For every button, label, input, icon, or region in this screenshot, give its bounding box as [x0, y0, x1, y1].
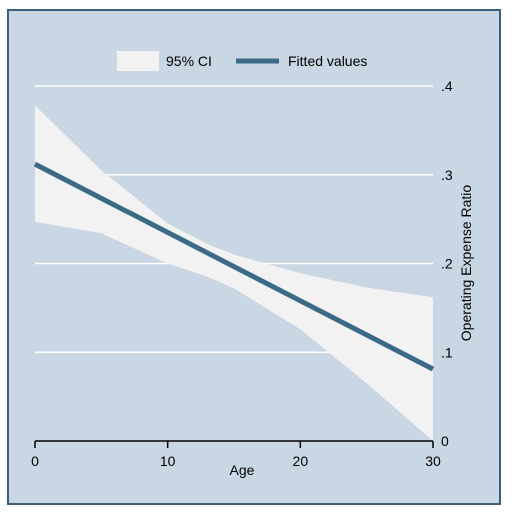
y-tick-label: .1	[441, 344, 453, 360]
x-axis-ticks: 0 10 20 30	[31, 441, 441, 469]
x-tick-label: 10	[160, 453, 176, 469]
x-tick-label: 20	[293, 453, 309, 469]
x-tick-label: 30	[425, 453, 441, 469]
y-tick-label: 0	[441, 433, 449, 449]
ci-band	[35, 105, 433, 441]
x-tick-label: 0	[31, 453, 39, 469]
legend-label-ci: 95% CI	[166, 53, 212, 69]
x-axis-title: Age	[230, 462, 255, 478]
legend: 95% CI Fitted values	[117, 51, 367, 71]
y-axis-ticks: 0 .1 .2 .3 .4	[441, 78, 453, 449]
fitted-values-line	[33, 161, 435, 372]
legend-swatch-ci	[117, 51, 159, 71]
legend-label-fitted: Fitted values	[288, 53, 367, 69]
y-axis-title: Operating Expense Ratio	[458, 185, 474, 342]
y-tick-label: .2	[441, 256, 453, 272]
y-tick-label: .3	[441, 167, 453, 183]
y-tick-label: .4	[441, 78, 453, 94]
